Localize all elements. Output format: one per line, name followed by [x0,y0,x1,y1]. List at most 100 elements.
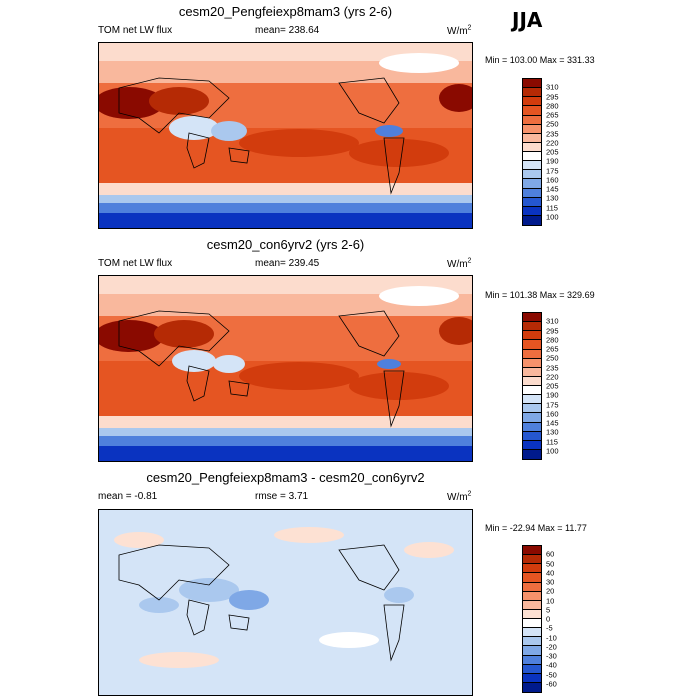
colorbar-segment [523,79,541,89]
panel-3-colorbar [522,545,542,693]
colorbar-segment [523,440,541,450]
panel-1-mean-label: mean= 238.64 [255,25,320,36]
panel-2-minmax: Min = 101.38 Max = 329.69 [485,290,595,300]
panel-3-units-label: W/m2 [447,491,472,504]
colorbar-tick-label: 10 [546,596,555,605]
colorbar-segment [523,682,541,692]
colorbar-tick-label: 235 [546,363,559,372]
colorbar-tick-label: 115 [546,437,558,446]
colorbar-segment [523,404,541,414]
colorbar-segment [523,386,541,396]
colorbar-tick-label: 250 [546,119,559,129]
colorbar-segment [523,161,541,171]
colorbar-segment [523,322,541,332]
colorbar-tick-label: 190 [546,156,559,166]
panel-1-colorbar [522,78,542,226]
colorbar-segment [523,395,541,405]
panel-2-units-label: W/m2 [447,258,472,271]
colorbar-segment [523,349,541,359]
colorbar-tick-label: 295 [546,92,559,101]
colorbar-tick-label: 100 [546,212,559,222]
colorbar-tick-label: -60 [546,679,557,689]
colorbar-tick-label: 50 [546,559,555,568]
colorbar-segment [523,637,541,647]
colorbar-tick-label: 205 [546,147,559,157]
colorbar-segment [523,88,541,98]
colorbar-tick-label: 265 [546,344,559,354]
colorbar-segment [523,664,541,674]
colorbar-tick-label: 40 [546,568,555,578]
colorbar-tick-label: 235 [546,129,559,138]
colorbar-tick-label: 0 [546,614,551,624]
colorbar-segment [523,600,541,610]
colorbar-tick-label: -10 [546,633,557,642]
colorbar-segment [523,431,541,441]
colorbar-segment [523,673,541,683]
panel-1-units-label: W/m2 [447,25,472,38]
colorbar-segment [523,555,541,565]
colorbar-tick-label: 145 [546,418,559,428]
panel-1-title: cesm20_Pengfeiexp8mam3 (yrs 2-6) [178,4,393,19]
colorbar-segment [523,609,541,619]
colorbar-segment [523,591,541,601]
colorbar-tick-label: -50 [546,670,557,679]
colorbar-segment [523,215,541,225]
colorbar-segment [523,655,541,665]
panel-3-minmax: Min = -22.94 Max = 11.77 [485,523,587,533]
colorbar-segment [523,197,541,207]
colorbar-tick-label: 100 [546,446,559,456]
colorbar-segment [523,152,541,162]
panel-2-colorbar-ticks: 310 295 280 265 250 235 220 205 190 175 160 145 130 1… [546,312,576,460]
colorbar-tick-label: 220 [546,372,559,382]
colorbar-segment [523,124,541,134]
colorbar-tick-label: -40 [546,660,557,670]
colorbar-tick-label: 205 [546,381,559,391]
panel-1-map [98,42,473,229]
colorbar-segment [523,582,541,592]
panel-3-map [98,509,473,696]
colorbar-tick-label: 310 [546,82,559,92]
colorbar-tick-label: -30 [546,651,557,661]
colorbar-tick-label: -5 [546,623,553,633]
panel-2-map [98,275,473,462]
colorbar-segment [523,367,541,377]
colorbar-segment [523,142,541,152]
panel-1-minmax: Min = 103.00 Max = 331.33 [485,55,595,65]
panel-2-variable-label: TOM net LW flux [98,258,173,269]
colorbar-tick-label: 160 [546,409,559,419]
colorbar-segment [523,331,541,341]
panel-3-mean-label: mean = -0.81 [98,491,158,502]
colorbar-tick-label: 280 [546,335,559,345]
colorbar-tick-label: 130 [546,193,559,203]
colorbar-segment [523,188,541,198]
colorbar-segment [523,206,541,216]
colorbar-tick-label: 30 [546,577,555,587]
colorbar-tick-label: 145 [546,184,559,194]
colorbar-segment [523,133,541,143]
colorbar-tick-label: 220 [546,138,559,148]
colorbar-tick-label: 175 [546,166,559,175]
colorbar-tick-label: 190 [546,390,559,400]
panel-3-colorbar-ticks: 60 50 40 30 20 10 5 0 -5 -10 -20 -30 -40 -50 -60 [546,545,576,693]
colorbar-tick-label: 5 [546,605,551,615]
colorbar-segment [523,546,541,556]
colorbar-segment [523,646,541,656]
colorbar-segment [523,106,541,116]
colorbar-tick-label: 280 [546,101,559,111]
colorbar-segment [523,449,541,459]
colorbar-segment [523,413,541,423]
colorbar-segment [523,573,541,583]
colorbar-segment [523,340,541,350]
colorbar-segment [523,628,541,638]
panel-3-rmse-label: rmse = 3.71 [255,491,309,502]
colorbar-segment [523,179,541,189]
colorbar-tick-label: 250 [546,353,559,363]
panel-3-title: cesm20_Pengfeiexp8mam3 - cesm20_con6yrv2 [146,470,425,485]
colorbar-segment [523,619,541,629]
colorbar-segment [523,376,541,386]
panel-2-mean-label: mean= 239.45 [255,258,320,269]
colorbar-segment [523,358,541,368]
colorbar-tick-label: 295 [546,326,559,335]
colorbar-tick-label: 175 [546,400,559,409]
colorbar-segment [523,97,541,107]
